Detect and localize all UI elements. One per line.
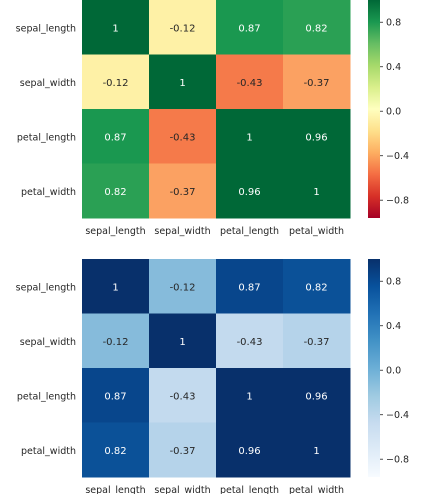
heatmap-2: 1 -0.12 0.87 0.82 -0.12 1 -0.43 -0.37 0.87 -0.43 1…: [16, 259, 409, 496]
x-tick-label: sepal_width: [154, 226, 210, 237]
heatmap-cell: [82, 368, 150, 423]
y-tick-label: sepal_width: [20, 337, 76, 348]
cell-annotation: 0.82: [104, 446, 126, 457]
colorbar-tick-label: 0.4: [386, 321, 401, 332]
y-tick-label: petal_length: [17, 391, 76, 402]
colorbar: [368, 0, 380, 218]
cell-annotation: -0.43: [237, 78, 263, 89]
cell-annotation: -0.43: [170, 391, 196, 402]
cell-annotation: 0.82: [305, 282, 327, 293]
heatmap-cell: [149, 259, 217, 314]
y-tick-label: sepal_length: [16, 23, 76, 34]
y-tick-label: petal_width: [21, 187, 76, 198]
heatmap-cell: [82, 0, 150, 55]
cell-annotation: -0.37: [170, 187, 196, 198]
x-tick-label: petal_length: [220, 226, 279, 237]
heatmap-cell: [283, 54, 351, 110]
cell-annotation: -0.12: [103, 78, 129, 89]
heatmap-cell: [283, 368, 351, 423]
heatmap-cell: [283, 313, 351, 369]
heatmap-cell: [149, 313, 217, 369]
cell-annotation: -0.43: [170, 132, 196, 143]
cell-annotation: -0.12: [103, 337, 129, 348]
y-tick-label: sepal_length: [16, 282, 76, 293]
colorbar-tick-label: 0.0: [386, 107, 401, 118]
heatmap-cell: [82, 313, 150, 369]
cell-annotation: 0.82: [305, 23, 327, 34]
cell-annotation: -0.37: [170, 446, 196, 457]
colorbar-tick-label: −0.8: [386, 455, 409, 466]
heatmap-cell: [82, 109, 150, 164]
cell-annotation: -0.12: [170, 282, 196, 293]
heatmap-cell: [216, 0, 284, 55]
cell-annotation: 1: [179, 78, 185, 89]
x-tick-label: petal_width: [289, 485, 344, 494]
heatmap-cell: [216, 109, 284, 164]
heatmap-1: 1 -0.12 0.87 0.82 -0.12 1 -0.43 -0.37 0.87 -0.43 1…: [16, 0, 409, 237]
cell-annotation: 0.96: [238, 187, 260, 198]
heatmap-cell: [283, 422, 351, 478]
cell-annotation: -0.37: [304, 337, 330, 348]
x-tick-label: petal_length: [220, 485, 279, 494]
cell-annotation: 0.87: [238, 23, 260, 34]
cell-annotation: 0.87: [238, 282, 260, 293]
heatmap-cell: [216, 54, 284, 110]
cell-annotation: 0.96: [238, 446, 260, 457]
heatmap-cell: [149, 109, 217, 164]
heatmap-cell: [283, 163, 351, 219]
x-tick-label: sepal_width: [154, 485, 210, 494]
heatmap-cell: [283, 0, 351, 55]
cell-annotation: -0.37: [304, 78, 330, 89]
cell-annotation: -0.43: [237, 337, 263, 348]
heatmap-cell: [149, 163, 217, 219]
cell-annotation: 1: [246, 391, 252, 402]
heatmap-cell: [149, 368, 217, 423]
cell-annotation: 1: [179, 337, 185, 348]
x-tick-label: petal_width: [289, 226, 344, 237]
x-tick-label: sepal_length: [85, 485, 145, 494]
heatmap-cell: [82, 163, 150, 219]
heatmap-cell: [82, 259, 150, 314]
heatmap-cell: [149, 422, 217, 478]
heatmap-cell: [82, 54, 150, 110]
heatmap-cell: [216, 259, 284, 314]
colorbar-tick-label: 0.8: [386, 18, 401, 29]
heatmap-cell: [82, 422, 150, 478]
cell-annotation: 0.82: [104, 187, 126, 198]
heatmap-cell: [283, 259, 351, 314]
y-tick-label: petal_width: [21, 446, 76, 457]
cell-annotation: -0.12: [170, 23, 196, 34]
y-tick-label: sepal_width: [20, 78, 76, 89]
x-tick-label: sepal_length: [85, 226, 145, 237]
cell-annotation: 1: [112, 23, 118, 34]
cell-annotation: 0.87: [104, 391, 126, 402]
heatmap-cell: [216, 313, 284, 369]
colorbar: [368, 259, 380, 477]
cell-annotation: 1: [313, 187, 319, 198]
heatmap-cell: [283, 109, 351, 164]
colorbar-tick-label: 0.8: [386, 277, 401, 288]
heatmap-cell: [216, 163, 284, 219]
colorbar-tick-label: −0.4: [386, 410, 409, 421]
colorbar-tick-label: 0.4: [386, 62, 401, 73]
colorbar-tick-label: −0.8: [386, 196, 409, 207]
cell-annotation: 0.87: [104, 132, 126, 143]
cell-annotation: 0.96: [305, 391, 327, 402]
heatmap-cell: [149, 54, 217, 110]
cell-annotation: 1: [112, 282, 118, 293]
colorbar-tick-label: 0.0: [386, 366, 401, 377]
heatmap-cell: [216, 422, 284, 478]
heatmap-cell: [216, 368, 284, 423]
cell-annotation: 1: [313, 446, 319, 457]
cell-annotation: 0.96: [305, 132, 327, 143]
y-tick-label: petal_length: [17, 132, 76, 143]
heatmap-cell: [149, 0, 217, 55]
colorbar-tick-label: −0.4: [386, 151, 409, 162]
cell-annotation: 1: [246, 132, 252, 143]
